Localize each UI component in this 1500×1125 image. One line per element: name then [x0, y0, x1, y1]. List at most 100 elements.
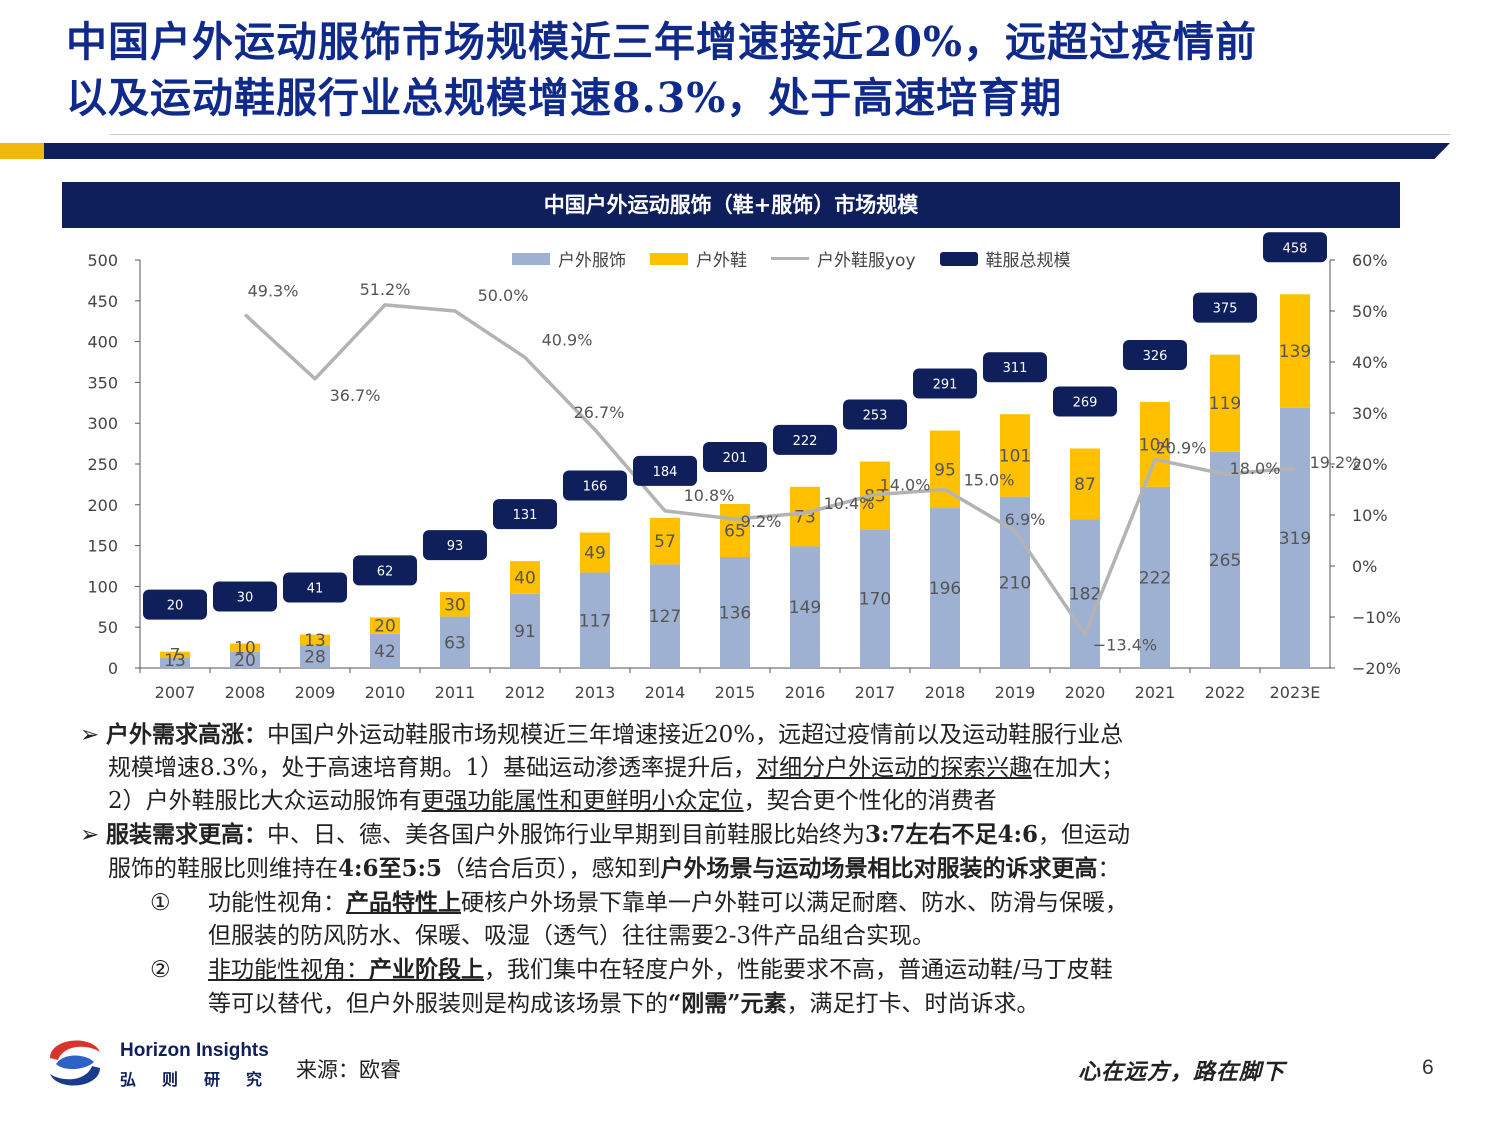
total-label: 201: [723, 451, 748, 466]
sub-point-1: ① 功能性视角：产品特性上硬核户外场景下靠单一户外鞋可以满足耐磨、防水、防滑与保暖…: [80, 886, 1400, 920]
bar-shoes: [370, 617, 400, 634]
data-label-apparel: 117: [579, 611, 611, 631]
x-tick-label: 2019: [995, 683, 1036, 702]
x-tick-label: 2014: [645, 683, 686, 702]
sub-point-1-b: 产品特性上: [346, 889, 461, 916]
analysis-text: ➢ 户外需求高涨：中国户外运动鞋服市场规模近三年增速接近20%，远超过疫情前以及运…: [80, 718, 1400, 1021]
sub-point-2-a: 非功能性视角：: [208, 957, 369, 983]
bar-shoes: [230, 643, 260, 652]
bar-shoes: [160, 651, 190, 658]
total-label: 184: [653, 465, 678, 480]
paragraph-1-line-3a: 2）户外鞋服比大众运动服饰有: [108, 788, 422, 814]
data-label-yoy: 6.9%: [1005, 510, 1046, 529]
bar-apparel: [930, 508, 960, 668]
footer-motto: 心在远方，路在脚下: [1078, 1059, 1286, 1085]
data-label-apparel: 63: [444, 633, 466, 653]
data-label-yoy: 10.4%: [824, 494, 875, 513]
data-label-apparel: 42: [374, 642, 396, 662]
sub-point-2-d1: 等可以替代，但户外服装则是构成该场景下的: [208, 991, 668, 1017]
legend-item-apparel: 户外服饰: [512, 246, 626, 271]
total-label-box: [1193, 292, 1257, 323]
title-rule-navy: [44, 143, 1450, 159]
x-tick-label: 2007: [155, 683, 196, 702]
x-tick-label: 2011: [435, 683, 476, 702]
data-label-shoes: 83: [864, 486, 886, 506]
y-tick-label-left: 250: [87, 455, 118, 474]
data-label-yoy: 14.0%: [880, 476, 931, 495]
chart-panel: 中国户外运动服饰（鞋+服饰）市场规模 0 50 100 150 200 250 300 350…: [62, 182, 1401, 712]
title-thin-rule: [110, 134, 1450, 135]
paragraph-1-line-3c: ，契合更个性化的消费者: [743, 788, 997, 814]
legend-item-yoy: 户外鞋服yoy: [771, 246, 916, 271]
bar-apparel: [1070, 519, 1100, 668]
data-label-apparel: 210: [999, 573, 1031, 593]
bar-apparel: [230, 651, 260, 668]
paragraph-1-line-1: 中国户外运动鞋服市场规模近三年增速接近20%，远超过疫情前以及运动鞋服行业总: [267, 722, 1124, 748]
y-tick-label-right: 10%: [1352, 506, 1388, 525]
total-label: 131: [513, 508, 538, 523]
yoy-line: [243, 303, 1296, 637]
data-label-yoy: 15.0%: [964, 471, 1015, 490]
sub-point-1-cont: 但服装的防风防水、保暖、吸湿（透气）往往需要2-3件产品组合实现。: [80, 920, 1400, 953]
y-tick-label-right: 30%: [1352, 404, 1388, 423]
legend-label-shoes: 户外鞋: [696, 251, 747, 271]
data-label-yoy: 20.9%: [1156, 438, 1207, 457]
sub-point-2-b: 产业阶段上: [369, 956, 484, 983]
sub-point-1-c: 硬核户外场景下靠单一户外鞋可以满足耐磨、防水、防滑与保暖，: [461, 890, 1128, 916]
paragraph-1-line-2a: 规模增速8.3%，处于高速培育期。1）基础运动渗透率提升后，: [108, 755, 757, 781]
chart-title: 中国户外运动服饰（鞋+服饰）市场规模: [62, 182, 1400, 228]
paragraph-outdoor-demand: ➢ 户外需求高涨：中国户外运动鞋服市场规模近三年增速接近20%，远超过疫情前以及运…: [80, 718, 1400, 818]
legend-item-shoes: 户外鞋: [650, 246, 747, 271]
x-tick-label: 2017: [855, 683, 896, 702]
total-label: 291: [933, 378, 958, 393]
total-label-box: [843, 399, 907, 430]
paragraph-2-line-1c: ，但运动: [1038, 822, 1130, 848]
total-label-box: [1263, 232, 1327, 263]
data-label-shoes: 119: [1209, 394, 1241, 414]
data-label-yoy: 9.2%: [741, 512, 782, 531]
total-label: 458: [1283, 241, 1308, 256]
data-label-apparel: 170: [859, 590, 891, 610]
paragraph-2-line-1a: 中、日、德、美各国户外服饰行业早期到目前鞋服比始终为: [267, 822, 865, 848]
horizon-logo-icon: [45, 1033, 105, 1093]
paragraph-2-lead: 服装需求更高：: [106, 821, 267, 848]
y-tick-label-left: 300: [87, 414, 118, 433]
total-label: 222: [793, 434, 818, 449]
bar-apparel: [580, 572, 610, 668]
page-title: 中国户外运动服饰市场规模近三年增速接近20%，远超过疫情前 以及运动鞋服行业总规…: [66, 14, 1486, 126]
total-label: 166: [583, 480, 608, 495]
data-label-yoy: 10.8%: [684, 486, 735, 505]
data-label-shoes: 139: [1279, 342, 1311, 362]
paragraph-1-line-2b: 对细分户外运动的探索兴趣: [756, 755, 1033, 781]
x-tick-label: 2021: [1135, 683, 1176, 702]
total-label-box: [423, 530, 487, 561]
bar-apparel: [440, 616, 470, 668]
chart-legend: 户外服饰 户外鞋 户外鞋服yoy 鞋服总规模: [512, 246, 1095, 271]
sub-point-1-number: ①: [150, 890, 171, 916]
total-label-box: [493, 499, 557, 530]
data-label-apparel: 28: [304, 648, 326, 668]
bar-shoes: [510, 561, 540, 594]
x-tick-label: 2018: [925, 683, 966, 702]
total-label-box: [983, 352, 1047, 383]
y-tick-label-right: 40%: [1352, 353, 1388, 372]
total-label: 253: [863, 409, 888, 424]
legend-swatch-shoes: [650, 252, 688, 265]
bullet-arrow-icon: ➢: [80, 722, 100, 748]
y-tick-label-right: 60%: [1352, 251, 1388, 270]
y-tick-label-left: 150: [87, 537, 118, 556]
total-label: 41: [307, 582, 324, 597]
bar-apparel: [720, 557, 750, 668]
sub-point-2-d3: ，满足打卡、时尚诉求。: [786, 991, 1040, 1017]
data-label-shoes: 13: [304, 631, 326, 651]
sub-point-2: ② 非功能性视角：产业阶段上，我们集中在轻度户外，性能要求不高，普通运动鞋/马丁皮…: [80, 953, 1400, 987]
data-label-yoy: 40.9%: [542, 330, 593, 349]
x-tick-label: 2020: [1065, 683, 1106, 702]
data-label-apparel: 20: [234, 651, 256, 671]
bar-shoes: [300, 634, 330, 646]
total-label-box: [703, 441, 767, 472]
y-tick-label-right: −20%: [1352, 659, 1400, 678]
sub-point-2-number: ②: [150, 957, 171, 983]
y-tick-label-left: 50: [98, 618, 118, 637]
bar-shoes: [1210, 354, 1240, 452]
